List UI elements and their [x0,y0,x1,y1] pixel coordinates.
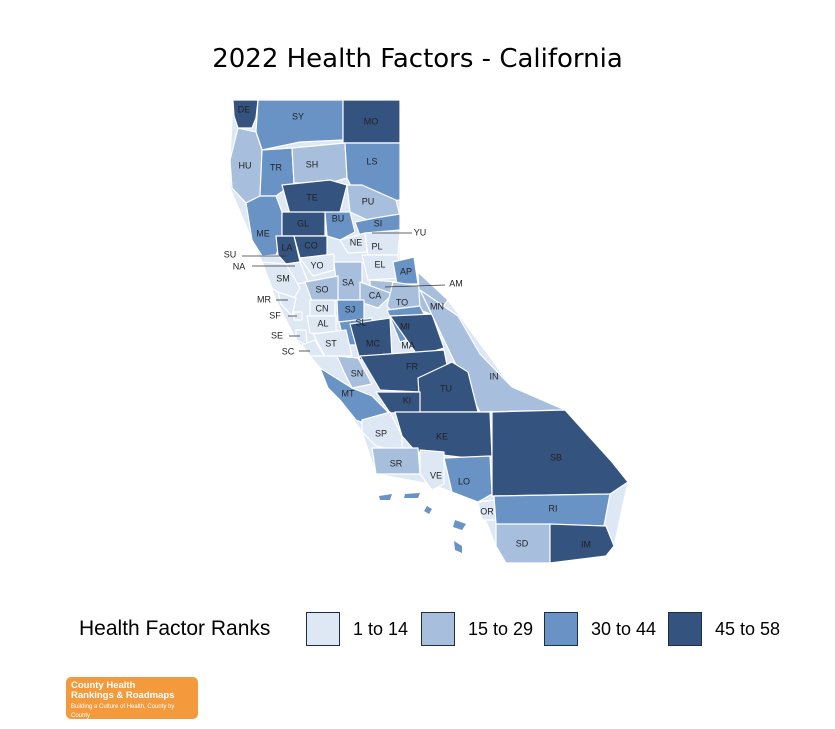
legend-label-3: 30 to 44 [591,619,657,639]
county-label-te: TE [306,192,318,202]
channel-island-4 [453,520,466,530]
county-label-sh: SH [306,159,319,169]
county-sh[interactable] [291,142,348,184]
county-label-sn: SN [351,368,364,378]
county-lo[interactable] [443,455,493,503]
county-label-im: IM [581,539,591,549]
county-ca[interactable] [359,281,394,309]
county-sb[interactable] [491,409,629,497]
county-label-na: NA [233,261,246,271]
county-label-el: EL [374,259,385,269]
channel-island-2 [404,493,420,498]
legend-swatch-1 [306,612,340,646]
county-sf[interactable] [293,311,303,321]
county-label-me: ME [256,228,270,238]
county-label-sp: SP [375,428,387,438]
logo-line-1: County Health [71,680,136,691]
county-label-ls: LS [366,156,377,166]
county-label-hu: HU [239,160,252,170]
county-label-ki: KI [403,395,412,405]
channel-island-5 [454,541,462,553]
county-sd[interactable] [495,523,551,564]
county-label-de: DE [238,104,251,114]
legend-label-4: 45 to 58 [715,619,781,639]
county-label-ap: AP [400,266,412,276]
county-label-pu: PU [362,196,375,206]
county-label-mi: MI [400,321,410,331]
county-label-tu: TU [440,383,452,393]
county-ma[interactable] [389,313,445,357]
county-label-tr: TR [270,162,282,172]
county-label-sy: SY [292,111,304,121]
county-label-ca: CA [369,290,382,300]
county-label-sb: SB [550,452,562,462]
county-label-pl: PL [371,241,382,251]
legend-label-1: 1 to 14 [353,619,409,639]
county-label-cn: CN [316,303,329,313]
logo-line-2: Rankings & Roadmaps [71,690,175,701]
channel-island-3 [424,506,432,514]
legend-swatch-4 [668,612,702,646]
california-county-map: DE SY MO HU TR SH LS TE PU ME GL BU SI YU SU LA CO NE PL NA… [224,99,629,564]
county-ve[interactable] [419,449,445,491]
county-label-si: SI [374,218,383,228]
county-label-ma: MA [401,340,415,350]
legend-swatch-2 [421,612,455,646]
county-label-mo: MO [364,116,379,126]
county-label-co: CO [304,240,318,250]
county-sc[interactable] [301,339,325,357]
county-label-sa: SA [342,277,354,287]
county-label-in: IN [490,371,499,381]
legend-label-2: 15 to 29 [468,619,534,639]
county-label-ri: RI [549,503,558,513]
logo-tagline: Building a Culture of Health, County by … [71,704,175,719]
county-label-sf: SF [269,310,281,320]
leader-line-am [384,284,446,288]
county-label-bu: BU [332,213,345,223]
county-ap[interactable] [392,256,419,285]
county-st[interactable] [312,329,353,357]
county-health-rankings-logo[interactable]: County Health Rankings & Roadmaps Buildi… [66,677,198,719]
legend-swatch-3 [544,612,578,646]
county-label-mr: MR [257,294,271,304]
county-label-se: SE [271,330,283,340]
county-label-sc: SC [282,346,295,356]
county-sn[interactable] [336,355,373,389]
county-label-sd: SD [516,538,529,548]
county-yo[interactable] [299,253,335,277]
county-label-gl: GL [297,218,309,228]
map-title: 2022 Health Factors - California [212,44,623,74]
county-label-al: AL [317,318,328,328]
county-te[interactable] [281,179,348,215]
legend-title: Health Factor Ranks [79,617,271,640]
county-label-fr: FR [406,361,418,371]
county-label-ne: NE [350,237,363,247]
county-label-sl: SL [355,317,366,327]
county-label-sj: SJ [345,304,356,314]
county-label-to: TO [396,297,408,307]
county-label-lo: LO [458,476,470,486]
county-label-st: ST [325,338,337,348]
county-label-su: SU [224,249,237,259]
county-label-so: SO [315,284,328,294]
county-label-yo: YO [310,260,323,270]
county-label-yu: YU [414,227,427,237]
county-im[interactable] [549,523,615,564]
channel-island-1 [379,494,392,500]
county-label-la: LA [281,242,292,252]
county-label-am: AM [449,278,463,288]
county-label-mc: MC [366,338,380,348]
county-sm[interactable] [261,261,301,303]
county-label-mn: MN [430,301,444,311]
county-label-ve: VE [430,470,442,480]
county-label-ke: KE [436,431,448,441]
county-label-sr: SR [390,458,403,468]
county-label-or: OR [480,506,494,516]
county-label-sm: SM [276,273,290,283]
county-label-mt: MT [342,388,355,398]
